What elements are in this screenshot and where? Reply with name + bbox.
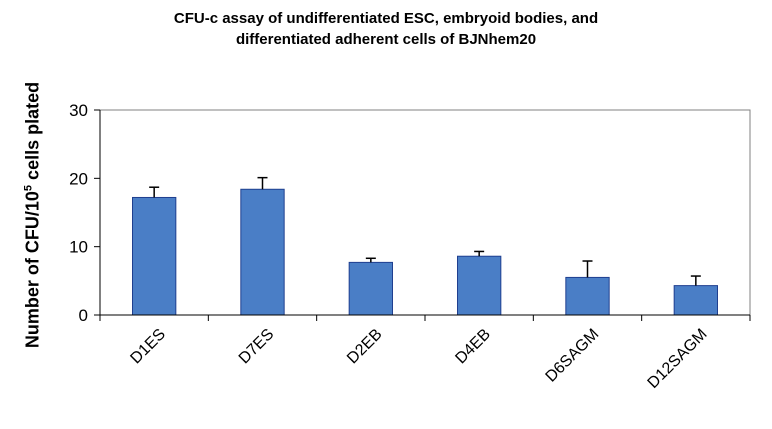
y-tick-label: 20 [69, 169, 88, 188]
y-tick-label: 0 [79, 306, 88, 325]
bar [457, 255, 502, 316]
chart-title-line-2: differentiated adherent cells of BJNhem2… [235, 31, 537, 48]
bar [565, 276, 610, 316]
bar [673, 285, 719, 316]
x-tick-label: D6SAGM [543, 326, 603, 386]
plot-frame [99, 109, 751, 316]
x-tick-label: D7ES [236, 326, 278, 368]
bar [240, 188, 285, 316]
x-tick-label: D12SAGM [645, 326, 711, 392]
x-tick-label: D2EB [344, 326, 386, 368]
x-tick-label: D4EB [452, 326, 494, 368]
bar [132, 196, 177, 316]
x-tick-label: D1ES [127, 326, 169, 368]
y-tick-label: 10 [69, 238, 88, 257]
y-tick-label: 30 [69, 101, 88, 120]
chart-title-line-1: CFU-c assay of undifferentiated ESC, emb… [173, 10, 599, 27]
bar [348, 261, 393, 316]
